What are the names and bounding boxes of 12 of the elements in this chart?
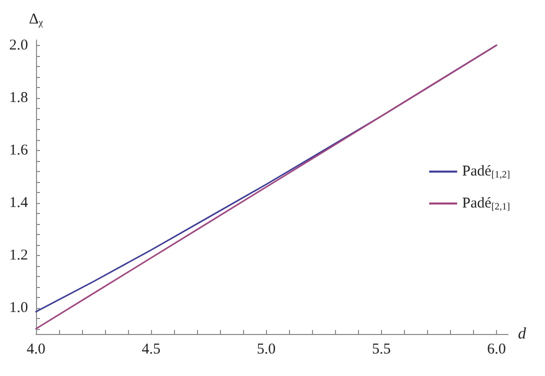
y-tick-label: 2.0: [9, 37, 28, 54]
y-tick-label: 1.8: [9, 90, 28, 106]
x-tick-label: 5.5: [372, 342, 391, 358]
x-axis-title: d: [518, 326, 527, 342]
x-tick-label: 6.0: [487, 342, 506, 358]
x-tick-label: 5.0: [256, 342, 276, 358]
x-tick-label: 4.0: [26, 342, 46, 358]
x-tick-label: 4.5: [142, 342, 160, 358]
y-tick-label: 1.4: [9, 194, 28, 211]
y-tick-label: 1.0: [9, 300, 28, 316]
y-tick-label: 1.6: [9, 142, 28, 158]
y-tick-label: 1.2: [9, 247, 28, 264]
